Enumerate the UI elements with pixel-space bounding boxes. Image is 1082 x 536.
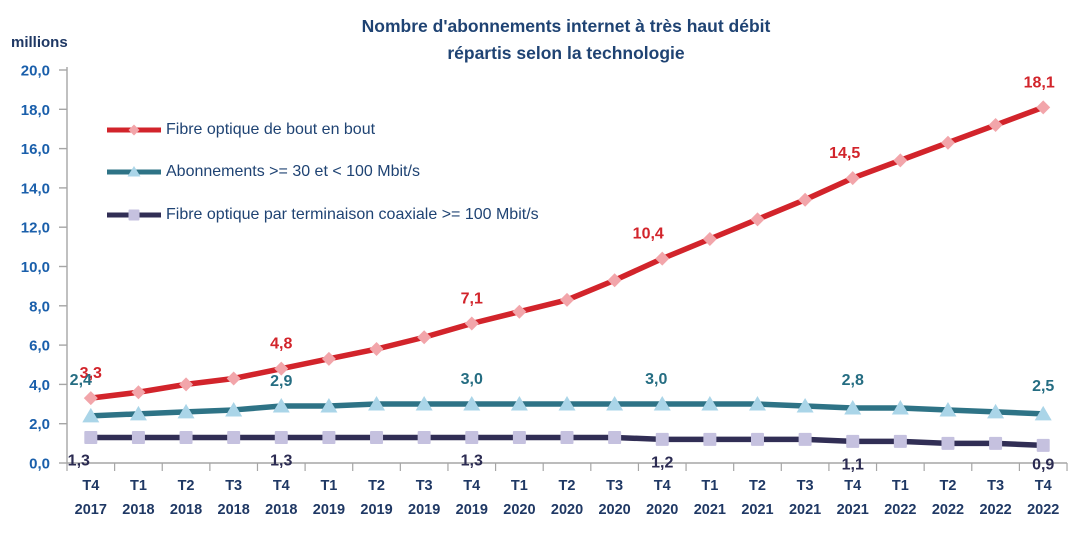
x-tick-label: T1 2021 <box>694 478 726 518</box>
y-axis-ticks: 0,0 2,0 4,0 6,0 8,0 10,0 12,0 14,0 16,0 18,0 20,0 <box>21 63 67 473</box>
series-diamond <box>83 100 1051 406</box>
data-point-label: 1,3 <box>68 452 90 469</box>
y-tick-label: 16,0 <box>21 141 50 158</box>
x-tick-label: T4 2017 <box>75 478 107 518</box>
data-point-label: 7,1 <box>461 290 483 307</box>
legend-line-triangle-icon <box>107 166 161 177</box>
x-tick-label: T3 2018 <box>218 478 250 518</box>
data-point-label: 3,0 <box>461 371 483 388</box>
x-tick-label: T2 2021 <box>741 478 773 518</box>
data-point-label: 10,4 <box>633 226 664 243</box>
y-axis-unit-label: millions <box>11 34 68 51</box>
data-point-label: 1,3 <box>461 452 483 469</box>
chart-title-line1: Nombre d'abonnements internet à très hau… <box>361 16 771 36</box>
x-tick-label: T1 2018 <box>122 478 154 518</box>
data-point-label: 1,3 <box>270 452 292 469</box>
data-point-label: 2,4 <box>70 372 92 389</box>
x-tick-label: T2 2020 <box>551 478 583 518</box>
data-point-label: 3,3 <box>80 365 102 382</box>
y-tick-label: 20,0 <box>21 63 50 80</box>
x-tick-label: T4 2022 <box>1027 478 1059 518</box>
legend-item-abonnements-30-100: Abonnements >= 30 et < 100 Mbit/s <box>104 163 420 181</box>
legend-label: Abonnements >= 30 et < 100 Mbit/s <box>166 163 420 180</box>
x-tick-label: T1 2022 <box>884 478 916 518</box>
x-tick-label: T4 2021 <box>837 478 869 518</box>
chart-title: Nombre d'abonnements internet à très hau… <box>60 13 1072 67</box>
data-point-label: 3,0 <box>645 371 667 388</box>
series-triangle <box>82 396 1052 423</box>
legend-line-square-icon <box>107 209 161 221</box>
axes <box>66 67 1068 464</box>
x-tick-label: T3 2020 <box>598 478 630 518</box>
data-point-label: 2,5 <box>1032 378 1054 395</box>
x-tick-label: T4 2018 <box>265 478 297 518</box>
data-point-label: 2,9 <box>270 373 292 390</box>
data-labels: 3,3 4,8 7,1 10,4 14,5 18,1 2,4 2,9 3,0 3,0 2,8 2,5 1… <box>68 74 1055 473</box>
x-tick-label: T2 2019 <box>360 478 392 518</box>
x-tick-label: T2 2022 <box>932 478 964 518</box>
x-tick-label: T3 2021 <box>789 478 821 518</box>
y-tick-label: 14,0 <box>21 180 50 197</box>
data-point-label: 4,8 <box>270 336 292 353</box>
data-point-label: 18,1 <box>1024 74 1055 91</box>
chart-title-line2: répartis selon la technologie <box>447 43 685 63</box>
data-point-label: 2,8 <box>842 372 864 389</box>
y-tick-label: 10,0 <box>21 259 50 276</box>
y-tick-label: 0,0 <box>29 456 50 473</box>
x-tick-label: T4 2020 <box>646 478 678 518</box>
y-tick-label: 12,0 <box>21 220 50 237</box>
y-tick-label: 8,0 <box>29 298 50 315</box>
data-point-label: 14,5 <box>829 145 860 162</box>
x-tick-label: T4 2019 <box>456 478 488 518</box>
x-tick-label: T3 2022 <box>979 478 1011 518</box>
legend-item-fibre-bout-en-bout: Fibre optique de bout en bout <box>104 121 375 139</box>
data-point-label: 0,9 <box>1032 456 1054 473</box>
series-square <box>84 430 1050 452</box>
y-tick-label: 6,0 <box>29 338 50 355</box>
x-axis-ticks: T4 2017 T1 2018 T2 2018 T3 2018 T4 2018 T1 2019 T2 20… <box>66 463 1068 518</box>
data-point-label: 1,1 <box>842 456 864 473</box>
y-tick-label: 2,0 <box>29 416 50 433</box>
data-point-label: 1,2 <box>651 454 673 471</box>
y-tick-label: 18,0 <box>21 102 50 119</box>
y-tick-label: 4,0 <box>29 377 50 394</box>
x-tick-label: T3 2019 <box>408 478 440 518</box>
legend-item-fibre-coaxiale: Fibre optique par terminaison coaxiale >… <box>104 206 539 224</box>
legend-label: Fibre optique par terminaison coaxiale >… <box>166 206 539 223</box>
legend-label: Fibre optique de bout en bout <box>166 121 376 138</box>
x-tick-label: T1 2020 <box>503 478 535 518</box>
x-tick-label: T1 2019 <box>313 478 345 518</box>
legend-line-diamond-icon <box>107 124 161 136</box>
x-tick-label: T2 2018 <box>170 478 202 518</box>
